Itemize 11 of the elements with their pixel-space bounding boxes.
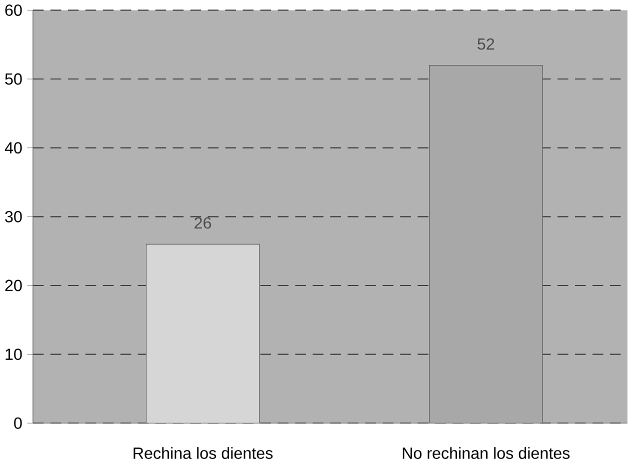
y-tick-label: 60 <box>5 4 22 16</box>
data-label: 26 <box>194 217 212 228</box>
y-tick-label: 30 <box>5 210 22 222</box>
y-tick-label: 0 <box>14 417 22 429</box>
y-tick-label: 40 <box>4 142 22 154</box>
y-tick-label: 20 <box>5 280 22 291</box>
x-tick-label: No rechinan los dientes <box>402 446 570 459</box>
y-tick-label: 10 <box>6 348 22 360</box>
data-label: 52 <box>478 38 494 50</box>
y-tick-label: 50 <box>5 73 22 85</box>
x-tick-label: Rechina los dientes <box>134 446 273 459</box>
